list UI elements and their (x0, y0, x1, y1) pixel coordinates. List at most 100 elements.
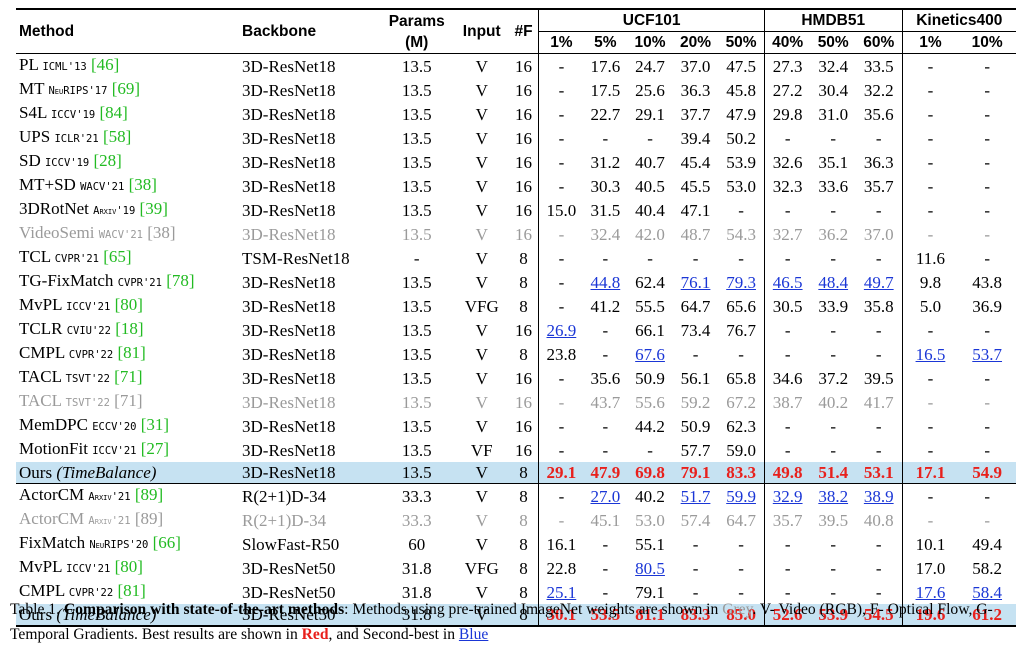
citation-link[interactable]: [71] (114, 391, 142, 410)
header-params: Params (M) (379, 9, 455, 54)
citation-link[interactable]: [31] (141, 415, 169, 434)
value-cell: - (763, 246, 811, 270)
value: 50.9 (680, 416, 711, 436)
value: - (692, 558, 699, 578)
value-cell: - (763, 532, 811, 556)
citation-link[interactable]: [65] (103, 247, 131, 266)
citation-link[interactable]: [89] (135, 485, 163, 504)
citation-number: 18 (120, 319, 138, 338)
citation-link[interactable]: [78] (166, 271, 194, 290)
value-cell: 51.4 (810, 462, 856, 484)
citation-link[interactable]: [80] (115, 295, 143, 314)
method-cell: MT+SD WACV'21 [38] (16, 174, 239, 198)
value-cell: - (718, 198, 764, 222)
header-params-line2: (M) (405, 33, 429, 51)
value: - (558, 248, 565, 268)
value-cell: 47.5 (718, 54, 764, 79)
backbone-cell: 3D-ResNet18 (242, 224, 336, 244)
citation-link[interactable]: [58] (103, 127, 131, 146)
citation-link[interactable]: [69] (112, 79, 140, 98)
value-cell: - (538, 78, 584, 102)
value: 36.3 (863, 152, 894, 172)
table-row: TCLR CVIU'22 [18] 3D-ResNet18 13.5 V 16 26.9-… (16, 318, 1016, 342)
citation-bracket-open: [ (93, 151, 100, 170)
citation-link[interactable]: [66] (153, 533, 181, 552)
value: 45.1 (590, 510, 621, 530)
value-cell: - (673, 532, 718, 556)
value: 47.1 (680, 200, 711, 220)
citation-link[interactable]: [38] (147, 223, 175, 242)
backbone-cell: TSM-ResNet18 (242, 248, 350, 268)
value: 27.2 (772, 80, 803, 100)
citation-link[interactable]: [28] (94, 151, 122, 170)
value-cell: 29.1 (538, 462, 584, 484)
value: 40.5 (635, 176, 665, 196)
value-cell: 36.2 (810, 222, 855, 246)
value: 57.4 (680, 510, 711, 530)
citation-link[interactable]: [38] (129, 175, 157, 194)
input-cell: V (475, 320, 488, 340)
value-cell: 55.1 (627, 532, 672, 556)
value: 54.9 (972, 463, 1003, 482)
value-cell: 52.6 (763, 604, 811, 626)
value-cell: 36.3 (856, 150, 902, 174)
value: 37.2 (818, 368, 849, 388)
value-cell: 30.3 (583, 174, 627, 198)
citation-link[interactable]: [81] (117, 581, 145, 600)
citation-link[interactable]: [81] (117, 343, 145, 362)
value: - (830, 416, 837, 436)
params-cell: 13.5 (401, 128, 432, 148)
citation-bracket-open: [ (147, 223, 153, 242)
input-cell: V (475, 80, 488, 100)
citation-link[interactable]: [89] (135, 509, 163, 528)
input-cell: V (454, 604, 509, 626)
frames-cell: 16 (515, 440, 533, 460)
value-cell: 33.9 (810, 294, 855, 318)
citation-link[interactable]: [71] (114, 367, 142, 386)
value-cell: 17.5 (583, 78, 627, 102)
value: 51.4 (818, 463, 849, 482)
value-cell: - (538, 390, 584, 414)
value: - (927, 440, 934, 460)
value-cell: 45.4 (673, 150, 718, 174)
value: 55.1 (635, 534, 665, 554)
citation-link[interactable]: [39] (140, 199, 168, 218)
value: - (558, 440, 565, 460)
citation-link[interactable]: [80] (115, 557, 143, 576)
value-cell: - (901, 508, 959, 532)
method-name: S4L (19, 103, 47, 122)
value: - (927, 510, 934, 530)
value-cell: 83.3 (672, 604, 719, 626)
citation-number: 66 (158, 533, 176, 552)
citation-link[interactable]: [18] (115, 319, 143, 338)
value-cell: - (901, 78, 959, 102)
citation-link[interactable]: [46] (91, 55, 119, 74)
value: 24.7 (635, 56, 665, 76)
value-cell: - (958, 390, 1016, 414)
citation-link[interactable]: [27] (141, 439, 169, 458)
value-cell: 56.1 (673, 366, 718, 390)
caption-grey-word: Grey (722, 601, 753, 618)
citation-bracket-open: [ (103, 247, 109, 266)
table-caption: Table 1. Comparison with state-of-the-ar… (10, 597, 1020, 647)
table-row: TACL TSVT'22 [71] 3D-ResNet18 13.5 V 16-43.7… (16, 390, 1016, 414)
value-cell: 41.7 (856, 390, 902, 414)
value-cell: - (538, 246, 584, 270)
value-cell: - (810, 580, 855, 604)
value-cell: - (901, 198, 959, 222)
value: - (984, 128, 990, 148)
citation-link[interactable]: [84] (99, 103, 127, 122)
value: 79.1 (680, 463, 711, 482)
value: - (558, 368, 565, 388)
value-cell: - (810, 246, 855, 270)
value-cell: - (901, 366, 959, 390)
value-cell: - (763, 556, 811, 580)
params-cell: - (413, 248, 420, 268)
value-cell: 81.1 (627, 604, 673, 626)
citation-bracket-open: [ (115, 319, 121, 338)
params-cell: 13.5 (401, 272, 432, 292)
value-cell: - (718, 342, 764, 366)
value-cell: 33.6 (810, 174, 855, 198)
method-variant: (TimeBalance) (56, 605, 157, 624)
value: - (927, 104, 934, 124)
